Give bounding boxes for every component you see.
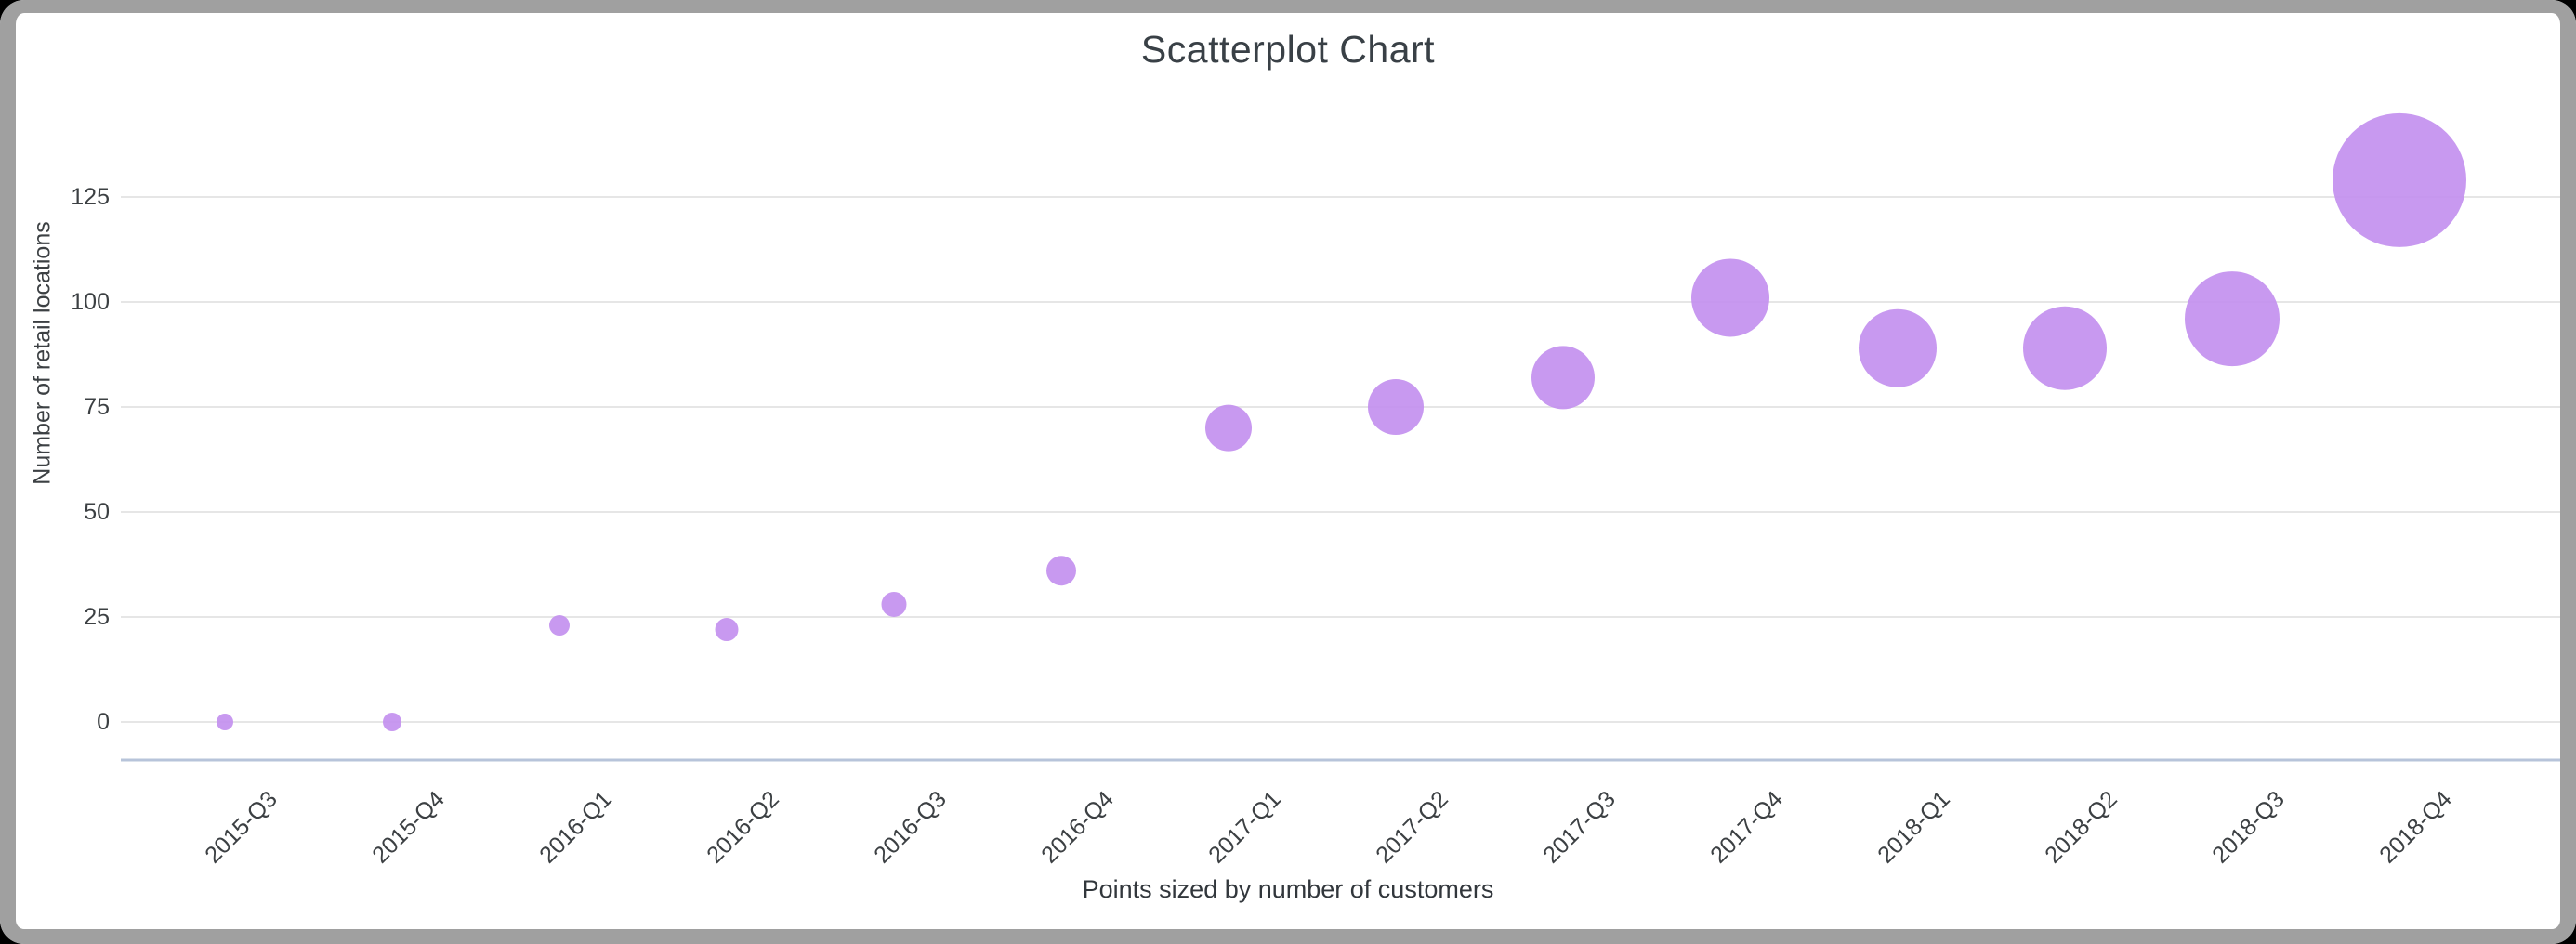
data-point-2016-Q4[interactable] [1046,556,1076,586]
data-point-2017-Q3[interactable] [1531,346,1595,410]
data-points [217,112,2466,731]
data-point-2015-Q4[interactable] [383,713,401,731]
y-tick-label-100: 100 [71,289,110,315]
data-point-2018-Q3[interactable] [2185,271,2280,367]
x-axis-title: Points sized by number of customers [1082,875,1494,903]
data-point-2016-Q1[interactable] [549,615,570,636]
data-point-2017-Q1[interactable] [1205,404,1252,452]
data-point-2018-Q2[interactable] [2023,306,2107,390]
data-point-2018-Q4[interactable] [2333,112,2466,247]
y-tick-label-75: 75 [84,394,110,420]
data-point-2016-Q3[interactable] [881,591,907,617]
y-tick-label-50: 50 [84,499,110,525]
data-point-2018-Q1[interactable] [1859,308,1937,387]
data-point-2016-Q2[interactable] [715,618,739,642]
gridlines [121,196,2560,723]
y-tick-label-125: 125 [71,184,110,210]
y-tick-label-0: 0 [97,709,110,735]
chart-title: Scatterplot Chart [1140,28,1436,71]
data-point-2017-Q4[interactable] [1691,258,1769,337]
data-point-2015-Q3[interactable] [217,714,233,730]
y-tick-label-25: 25 [84,604,110,630]
data-point-2017-Q2[interactable] [1368,379,1424,435]
